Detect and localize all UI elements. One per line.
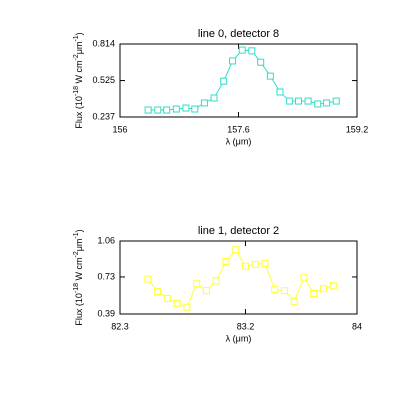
x-tick-label: 84 bbox=[352, 321, 362, 331]
x-tick-label: 157.6 bbox=[227, 124, 250, 134]
data-marker bbox=[300, 273, 308, 281]
data-marker bbox=[241, 262, 249, 270]
data-marker bbox=[144, 275, 152, 283]
data-marker bbox=[202, 287, 210, 295]
data-marker bbox=[232, 246, 240, 254]
data-marker bbox=[314, 100, 322, 108]
data-marker bbox=[248, 47, 256, 55]
data-marker bbox=[191, 105, 199, 113]
chart: line 0, detector 8 156 157.6 159.2 0.237 0.52… bbox=[73, 28, 368, 146]
data-marker bbox=[154, 288, 162, 296]
y-axis-label-part: W cm bbox=[74, 61, 84, 87]
chart-title: line 1, detector 2 bbox=[198, 225, 279, 237]
data-marker bbox=[320, 285, 328, 293]
chart-title: line 0, detector 8 bbox=[198, 28, 279, 40]
y-axis-label-part: -1 bbox=[73, 232, 80, 238]
data-marker bbox=[173, 299, 181, 307]
x-tick-label: 82.3 bbox=[111, 321, 129, 331]
y-axis-label-part: Flux (10 bbox=[74, 96, 84, 129]
data-marker bbox=[329, 282, 337, 290]
data-marker bbox=[238, 46, 246, 54]
data-marker bbox=[251, 260, 259, 268]
data-marker bbox=[286, 97, 294, 105]
chart: line 1, detector 2 82.3 83.2 84 0.39 0.73 1.06… bbox=[73, 225, 362, 343]
data-marker bbox=[193, 280, 201, 288]
data-marker bbox=[163, 106, 171, 114]
y-axis-label: Flux (10-18 W cm-2μm-1) bbox=[73, 32, 85, 128]
y-tick-label: 0.814 bbox=[92, 38, 115, 48]
data-marker bbox=[144, 106, 152, 114]
y-tick-label: 0.39 bbox=[97, 308, 115, 318]
data-marker bbox=[154, 106, 162, 114]
plot-frame bbox=[119, 240, 358, 315]
y-axis-label-part: μm bbox=[74, 42, 84, 55]
y-axis-label-part: ) bbox=[74, 32, 84, 35]
y-tick-label: 0.73 bbox=[97, 271, 115, 281]
data-marker bbox=[323, 99, 331, 107]
y-axis-label-part: -2 bbox=[73, 54, 80, 60]
data-marker bbox=[212, 277, 220, 285]
x-axis-label: λ (μm) bbox=[226, 333, 252, 343]
y-axis-label-part: -18 bbox=[73, 283, 80, 293]
y-axis-label-part: W cm bbox=[74, 258, 84, 284]
y-axis-label-part: ) bbox=[74, 229, 84, 232]
data-marker bbox=[261, 259, 269, 267]
data-marker bbox=[210, 94, 218, 102]
y-tick-label: 0.525 bbox=[92, 75, 115, 85]
data-marker bbox=[290, 297, 298, 305]
data-marker bbox=[183, 303, 191, 311]
y-tick-label: 1.06 bbox=[97, 235, 115, 245]
data-marker bbox=[304, 97, 312, 105]
data-marker bbox=[276, 88, 284, 96]
data-marker bbox=[294, 97, 302, 105]
data-marker bbox=[200, 99, 208, 107]
y-axis-label-part: -2 bbox=[73, 251, 80, 257]
data-marker bbox=[332, 97, 340, 105]
x-axis-label: λ (μm) bbox=[226, 136, 252, 146]
data-marker bbox=[220, 77, 228, 85]
data-marker bbox=[310, 290, 318, 298]
y-axis-label-part: -1 bbox=[73, 35, 80, 41]
data-marker bbox=[281, 287, 289, 295]
x-tick-label: 159.2 bbox=[346, 124, 369, 134]
data-marker bbox=[271, 286, 279, 294]
y-tick-label: 0.237 bbox=[92, 111, 115, 121]
y-axis-label: Flux (10-18 W cm-2μm-1) bbox=[73, 229, 85, 325]
data-marker bbox=[266, 72, 274, 80]
x-tick-label: 83.2 bbox=[237, 321, 255, 331]
y-axis-label-part: μm bbox=[74, 239, 84, 252]
data-marker bbox=[229, 57, 237, 65]
x-tick-label: 156 bbox=[112, 124, 127, 134]
y-axis-label-part: Flux (10 bbox=[74, 293, 84, 326]
data-marker bbox=[257, 58, 265, 66]
data-marker bbox=[163, 294, 171, 302]
y-axis-label-part: -18 bbox=[73, 86, 80, 96]
data-marker bbox=[172, 105, 180, 113]
data-marker bbox=[182, 104, 190, 112]
data-marker bbox=[222, 257, 230, 265]
